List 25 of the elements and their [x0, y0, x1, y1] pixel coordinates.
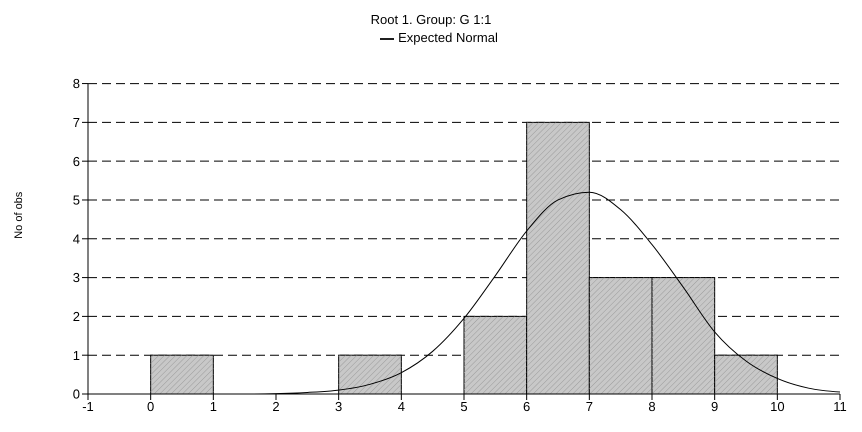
y-tick-label: 3 — [72, 270, 80, 286]
x-tick-label: 5 — [460, 399, 468, 414]
y-tick-label: 7 — [72, 114, 80, 130]
legend-label: Expected Normal — [398, 30, 498, 45]
y-tick-label: 8 — [72, 76, 80, 92]
y-axis-title: No of obs — [12, 191, 25, 239]
x-tick-label: 6 — [523, 399, 530, 414]
x-tick-label: 10 — [770, 399, 785, 414]
x-tick-label: 11 — [833, 399, 847, 414]
y-tick-label: 6 — [72, 154, 80, 169]
y-tick-label: 2 — [72, 309, 80, 324]
y-tick-label: 5 — [72, 192, 80, 208]
x-tick-label: 3 — [335, 399, 342, 414]
x-tick-label: 9 — [711, 399, 718, 414]
y-tick-label: 4 — [72, 231, 80, 246]
y-tick-label: 0 — [72, 386, 80, 402]
y-tick-label: 1 — [72, 348, 80, 363]
x-tick-label: 4 — [398, 399, 405, 414]
x-tick-label: 0 — [147, 399, 154, 414]
x-tick-label: 7 — [586, 399, 593, 414]
x-tick-label: 1 — [210, 399, 217, 414]
x-tick-label: 2 — [272, 399, 280, 414]
chart-title: Root 1. Group: G 1:1 — [370, 12, 492, 27]
x-tick-label: 8 — [648, 399, 656, 414]
x-tick-label: -1 — [82, 399, 94, 414]
